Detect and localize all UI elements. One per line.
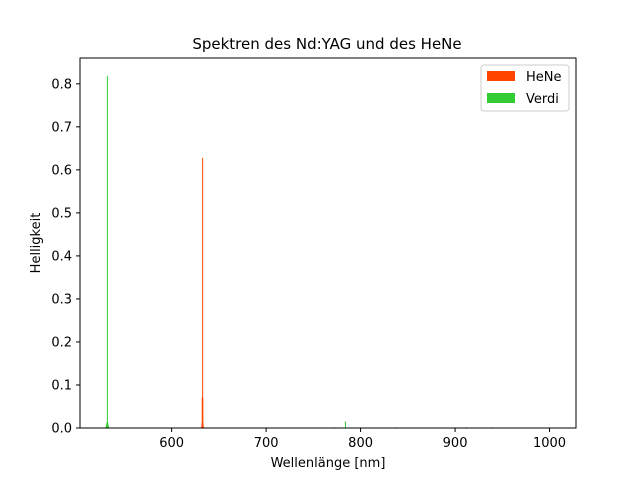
- bar-verdi-7: [108, 426, 110, 428]
- y-tick-label: 0.1: [51, 378, 72, 393]
- x-tick-label: 1000: [533, 436, 566, 451]
- legend-label-hene: HeNe: [526, 70, 562, 85]
- legend-label-verdi: Verdi: [526, 92, 559, 107]
- x-axis-label: Wellenlänge [nm]: [271, 456, 386, 471]
- bar-hene-6: [202, 423, 204, 428]
- y-tick-label: 0.6: [51, 163, 72, 178]
- plot-frame: [79, 57, 577, 429]
- x-tick-label: 700: [254, 436, 279, 451]
- y-tick-label: 0.5: [51, 206, 72, 221]
- x-tick-label: 900: [443, 436, 468, 451]
- bar-verdi-8: [344, 421, 346, 428]
- y-axis: 0.0 0.1 0.2 0.3 0.4 0.5 0.6 0.7 0.8: [51, 77, 80, 437]
- y-tick-label: 0.4: [51, 249, 72, 264]
- legend: HeNe Verdi: [480, 64, 570, 112]
- x-tick-label: 600: [159, 436, 184, 451]
- bars-layer: [105, 76, 494, 428]
- bar-hene-5: [202, 397, 204, 428]
- x-tick-label: 800: [348, 436, 373, 451]
- x-axis: 600 700 800 900 1000: [159, 428, 566, 451]
- y-tick-label: 0.7: [51, 120, 72, 135]
- y-tick-label: 0.8: [51, 77, 72, 92]
- legend-swatch-hene: [487, 71, 515, 81]
- chart-title: Spektren des Nd:YAG und des HeNe: [192, 35, 461, 53]
- y-tick-label: 0.2: [51, 335, 72, 350]
- y-tick-label: 0.0: [51, 422, 72, 437]
- y-axis-label: Helligkeit: [29, 213, 44, 274]
- y-tick-label: 0.3: [51, 292, 72, 307]
- bar-hene-4: [202, 157, 204, 428]
- bar-hene-7: [203, 426, 205, 428]
- bar-verdi-4: [106, 76, 108, 428]
- legend-swatch-verdi: [487, 93, 515, 103]
